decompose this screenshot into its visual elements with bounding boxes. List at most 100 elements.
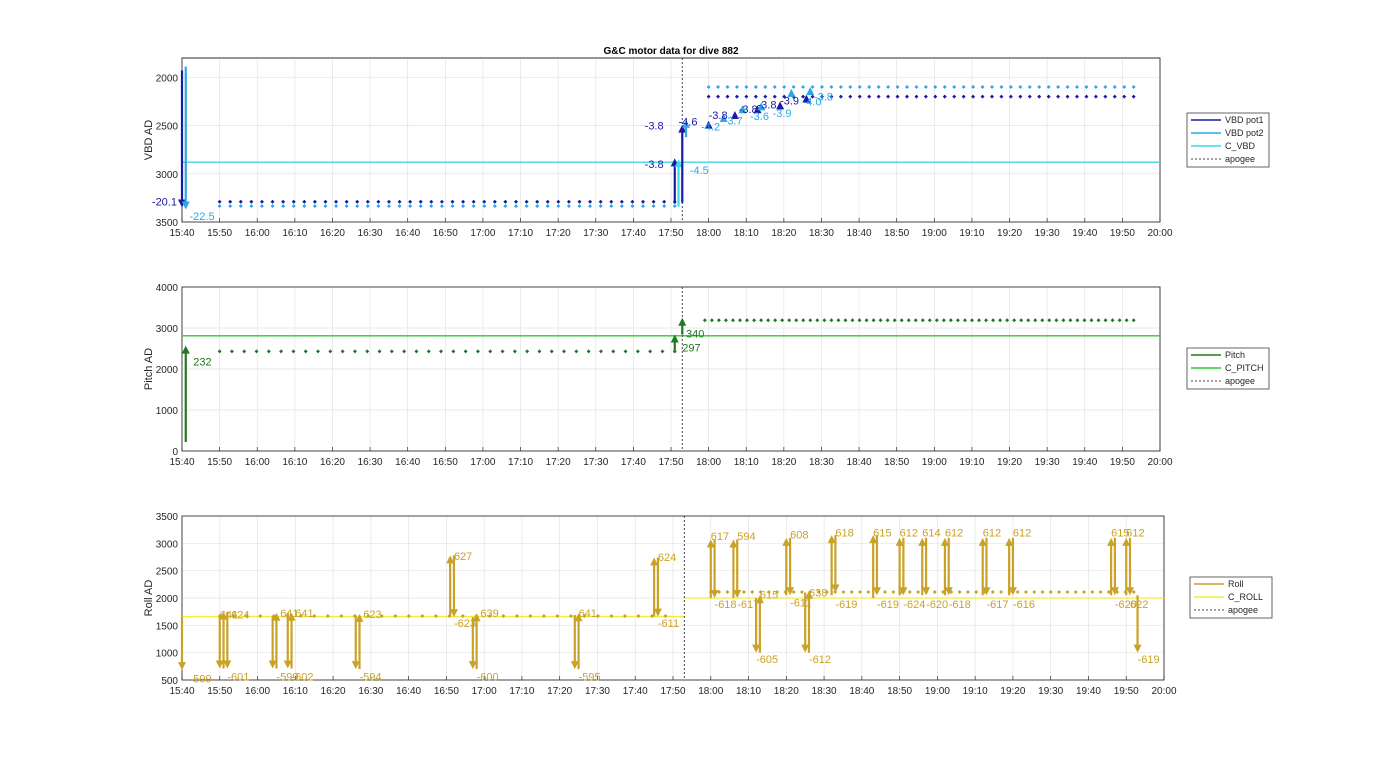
annotation-label: 622 <box>1130 599 1148 611</box>
x-tick-label: 18:20 <box>774 686 799 697</box>
data-point <box>439 199 444 204</box>
data-point <box>229 349 234 354</box>
data-point <box>816 590 821 594</box>
data-point <box>228 199 233 204</box>
x-tick-label: 18:40 <box>847 228 872 239</box>
annotation-label: -3.8 <box>709 110 728 122</box>
annotation-label: 297 <box>682 342 700 354</box>
annotation-label: 624 <box>231 609 249 621</box>
data-point <box>662 204 667 209</box>
annotation-label: 612 <box>983 527 1001 539</box>
x-tick-label: 19:30 <box>1038 686 1063 697</box>
annotation-label: -3.6 <box>750 111 769 123</box>
x-tick-label: 18:10 <box>734 457 759 468</box>
annotation-label: -619 <box>877 599 899 611</box>
x-tick-label: 16:10 <box>283 686 308 697</box>
legend-label: C_VBD <box>1225 141 1256 151</box>
data-point <box>824 590 829 594</box>
x-tick-label: 17:40 <box>623 686 648 697</box>
x-tick-label: 17:50 <box>660 686 685 697</box>
x-tick-label: 19:10 <box>959 457 984 468</box>
data-point <box>344 199 349 204</box>
data-point <box>302 199 307 204</box>
data-point <box>568 614 573 619</box>
motor-arrow-head <box>574 613 583 622</box>
data-point <box>426 349 431 354</box>
data-point <box>577 204 582 209</box>
annotation-label: 615 <box>873 527 891 539</box>
data-point <box>741 590 746 594</box>
data-point <box>291 204 296 209</box>
motor-arrow-head <box>181 201 190 210</box>
y-tick-label: 0 <box>172 447 178 458</box>
annotation-label: -617 <box>737 599 759 611</box>
x-tick-label: 19:50 <box>1110 228 1135 239</box>
data-point <box>482 199 487 204</box>
motor-arrow-head <box>1122 537 1131 546</box>
annotation-label: 641 <box>579 608 597 620</box>
data-point <box>1065 84 1070 89</box>
x-tick-label: 19:40 <box>1072 457 1097 468</box>
x-tick-label: 19:50 <box>1110 457 1135 468</box>
annotation-label: -611 <box>790 597 811 609</box>
data-point <box>217 204 222 209</box>
annotation-label: -619 <box>835 599 857 611</box>
y-tick-label: 3500 <box>156 218 179 229</box>
x-tick-label: 19:40 <box>1072 228 1097 239</box>
legend-label: Roll <box>1228 579 1244 589</box>
x-tick-label: 18:40 <box>847 457 872 468</box>
x-tick-label: 18:50 <box>884 228 909 239</box>
y-tick-label: 3000 <box>156 539 179 550</box>
x-tick-label: 17:00 <box>470 457 495 468</box>
data-point <box>651 204 656 209</box>
annotation-label: 623 <box>363 609 381 621</box>
motor-arrow-head <box>678 124 687 133</box>
data-point <box>249 199 254 204</box>
x-tick-label: 19:00 <box>922 228 947 239</box>
data-point <box>503 199 508 204</box>
data-point <box>916 590 921 594</box>
data-point <box>429 204 434 209</box>
data-point <box>461 199 466 204</box>
x-tick-label: 16:20 <box>321 686 346 697</box>
motor-arrow-head <box>468 661 477 670</box>
annotation-label: 641 <box>295 608 313 620</box>
x-tick-label: 19:30 <box>1035 457 1060 468</box>
x-tick-label: 16:20 <box>320 457 345 468</box>
motor-arrow-head <box>178 662 186 671</box>
annotation-label: -612 <box>809 654 831 666</box>
data-point <box>475 349 480 354</box>
x-tick-label: 17:40 <box>621 457 646 468</box>
motor-arrow-head <box>757 102 766 111</box>
annotation-label: -599 <box>190 673 212 685</box>
data-point <box>663 614 668 619</box>
data-point <box>249 204 254 209</box>
motor-arrow-head <box>786 587 795 596</box>
annotation-label: -605 <box>756 654 778 666</box>
x-tick-label: 18:50 <box>887 686 912 697</box>
x-tick-label: 19:50 <box>1114 686 1139 697</box>
motor-arrow-head <box>940 537 949 546</box>
x-tick-label: 18:30 <box>809 457 834 468</box>
data-point <box>1131 94 1136 99</box>
x-tick-label: 16:20 <box>320 228 345 239</box>
data-point <box>1096 318 1101 323</box>
motor-arrow-head <box>355 613 364 622</box>
motor-arrow-head <box>223 660 232 669</box>
data-point <box>418 199 423 204</box>
data-point <box>672 204 677 209</box>
y-tick-label: 1000 <box>156 649 179 660</box>
panel-2: 15:40 15:50 16:00 16:10 16:20 16:30 16:40 16:50… <box>143 283 1270 468</box>
annotation-label: -3.8 <box>739 104 758 116</box>
annotation-label: 612 <box>1013 527 1031 539</box>
x-tick-label: 20:00 <box>1151 686 1176 697</box>
motor-arrow-head <box>674 159 683 168</box>
motor-arrow-head <box>682 119 691 128</box>
x-tick-label: 17:30 <box>583 457 608 468</box>
y-tick-label: 2000 <box>156 365 179 376</box>
plots-container: 15:40 15:50 16:00 16:10 16:20 16:30 16:40 16:50… <box>143 57 1273 697</box>
motor-arrow-head <box>869 535 878 544</box>
annotation-label: 624 <box>658 552 676 564</box>
data-point <box>849 590 854 594</box>
